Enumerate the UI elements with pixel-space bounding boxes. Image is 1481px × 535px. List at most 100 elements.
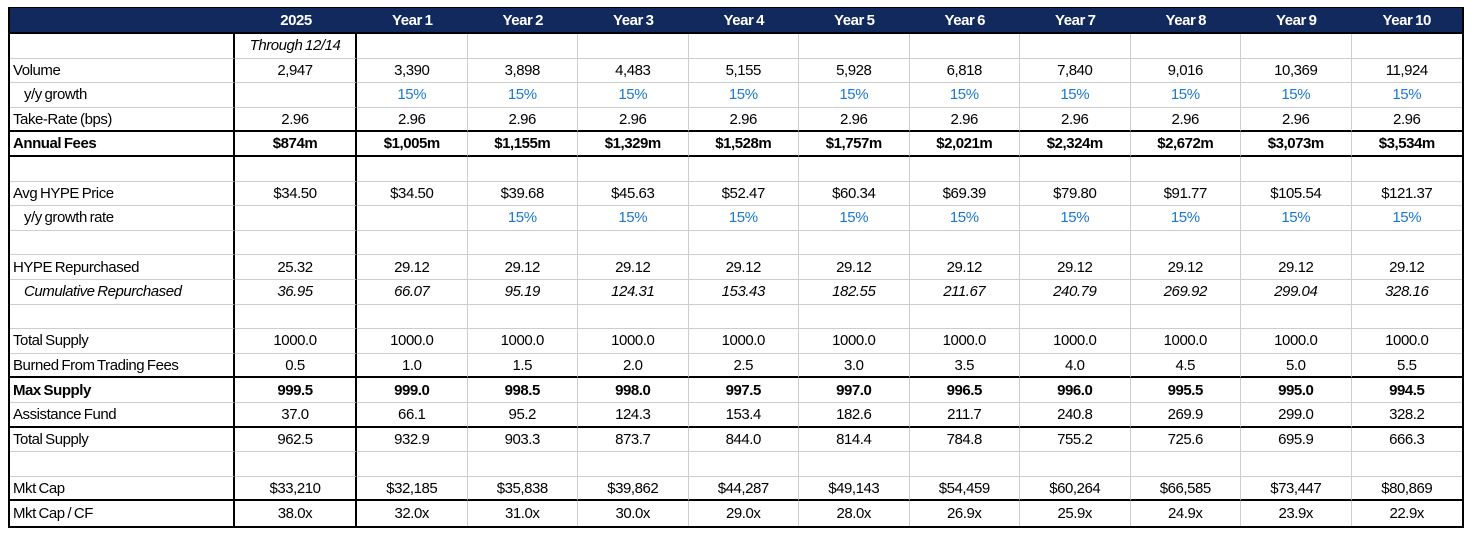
cell[interactable]: 29.12 — [909, 255, 1020, 280]
cell[interactable]: 2.96 — [688, 107, 799, 133]
row-label[interactable] — [10, 230, 235, 256]
cell[interactable]: $35,838 — [467, 476, 578, 502]
cell[interactable]: 15% — [1130, 83, 1241, 108]
cell[interactable]: 26.9x — [910, 501, 1020, 526]
cell[interactable] — [909, 452, 1020, 477]
cell[interactable]: 15% — [799, 206, 910, 231]
cell[interactable] — [1130, 157, 1241, 182]
cell[interactable]: $1,757m — [799, 132, 910, 157]
cell[interactable]: $49,143 — [799, 476, 910, 502]
cell[interactable]: 38.0x — [235, 501, 357, 526]
cell[interactable]: 15% — [1130, 206, 1241, 231]
cell[interactable] — [467, 34, 578, 59]
column-header[interactable]: Year 3 — [578, 8, 689, 34]
cell[interactable]: 240.8 — [1020, 403, 1131, 428]
cell[interactable]: 932.9 — [357, 427, 468, 453]
cell[interactable] — [1130, 304, 1241, 330]
cell[interactable]: 5.0 — [1241, 353, 1352, 379]
cell[interactable]: 7,840 — [1020, 58, 1131, 84]
cell[interactable]: 11,924 — [1351, 59, 1462, 84]
cell[interactable] — [909, 230, 1020, 256]
cell[interactable]: 996.0 — [1020, 378, 1131, 403]
column-header[interactable]: Year 10 — [1351, 8, 1462, 34]
cell[interactable]: 4.0 — [1020, 353, 1131, 379]
cell[interactable]: 1000.0 — [799, 329, 910, 354]
cell[interactable]: 998.5 — [467, 378, 578, 403]
cell[interactable]: 725.6 — [1130, 427, 1241, 453]
row-label[interactable]: HYPE Repurchased — [10, 255, 235, 280]
cell[interactable] — [578, 157, 689, 182]
cell[interactable]: 1000.0 — [688, 329, 799, 354]
cell[interactable]: 37.0 — [235, 403, 357, 428]
row-label[interactable]: Burned From Trading Fees — [10, 353, 235, 379]
cell[interactable] — [1241, 452, 1352, 477]
cell[interactable]: $32,185 — [357, 476, 468, 502]
cell[interactable] — [1241, 34, 1352, 59]
cell[interactable]: 1.0 — [357, 353, 468, 379]
cell[interactable]: 15% — [909, 206, 1020, 231]
cell[interactable]: 2.5 — [688, 353, 799, 379]
cell[interactable]: 25.9x — [1020, 501, 1131, 526]
cell[interactable] — [1241, 304, 1352, 330]
cell[interactable]: $33,210 — [235, 476, 357, 502]
cell[interactable]: 3,898 — [467, 58, 578, 84]
cell[interactable] — [799, 157, 910, 182]
cell[interactable]: $80,869 — [1351, 477, 1462, 502]
cell[interactable]: 29.12 — [1130, 255, 1241, 280]
cell[interactable] — [1020, 304, 1131, 330]
column-header[interactable]: Year 8 — [1130, 8, 1241, 34]
cell[interactable]: 29.12 — [799, 255, 910, 280]
cell[interactable]: 15% — [467, 83, 578, 108]
row-label[interactable]: Total Supply — [10, 427, 235, 453]
cell[interactable]: 873.7 — [578, 427, 689, 453]
cell[interactable]: $34.50 — [357, 181, 468, 207]
cell[interactable]: 29.12 — [467, 255, 578, 280]
cell[interactable]: 4.5 — [1130, 353, 1241, 379]
cell[interactable] — [688, 304, 799, 330]
row-label[interactable]: Total Supply — [10, 329, 235, 354]
cell[interactable]: 1000.0 — [235, 329, 357, 354]
cell[interactable]: 182.55 — [799, 280, 910, 305]
cell[interactable]: 1000.0 — [1020, 329, 1131, 354]
cell[interactable] — [578, 34, 689, 59]
cell[interactable] — [1241, 157, 1352, 182]
row-label[interactable]: Cumulative Repurchased — [10, 280, 235, 305]
cell[interactable]: 15% — [688, 83, 799, 108]
column-header[interactable]: Year 4 — [688, 8, 799, 34]
cell[interactable]: 962.5 — [235, 427, 357, 453]
cell[interactable]: 2.96 — [799, 107, 910, 133]
cell[interactable]: 269.9 — [1130, 403, 1241, 428]
cell[interactable]: 998.0 — [578, 378, 689, 403]
cell[interactable]: $1,155m — [467, 132, 578, 157]
cell[interactable]: 999.0 — [357, 378, 468, 403]
row-label[interactable] — [10, 34, 235, 59]
cell[interactable] — [1020, 157, 1131, 182]
cell[interactable]: $2,021m — [909, 132, 1020, 157]
cell[interactable]: 1000.0 — [467, 329, 578, 354]
cell[interactable]: 15% — [357, 83, 468, 108]
cell[interactable]: $1,005m — [357, 132, 468, 157]
row-label[interactable] — [10, 304, 235, 330]
cell[interactable]: 29.12 — [1351, 255, 1462, 280]
corner-header-cell[interactable] — [10, 8, 235, 34]
cell[interactable]: 2.96 — [909, 107, 1020, 133]
row-label[interactable]: y/y growth — [10, 83, 235, 108]
cell[interactable]: 29.0x — [689, 501, 799, 526]
cell[interactable] — [235, 452, 357, 477]
cell[interactable]: 4,483 — [578, 58, 689, 84]
cell[interactable]: 814.4 — [799, 427, 910, 453]
cell[interactable] — [1130, 230, 1241, 256]
cell[interactable] — [688, 34, 799, 59]
cell[interactable]: 997.0 — [799, 378, 910, 403]
cell[interactable] — [1020, 452, 1131, 477]
row-label[interactable] — [10, 157, 235, 182]
cell[interactable]: $54,459 — [909, 476, 1020, 502]
cell[interactable]: $91.77 — [1130, 181, 1241, 207]
cell[interactable]: 24.9x — [1131, 501, 1241, 526]
cell[interactable] — [1241, 230, 1352, 256]
cell[interactable]: 5,928 — [799, 58, 910, 84]
cell[interactable] — [799, 304, 910, 330]
cell[interactable] — [688, 452, 799, 477]
cell[interactable] — [799, 34, 910, 59]
cell[interactable]: 240.79 — [1020, 280, 1131, 305]
